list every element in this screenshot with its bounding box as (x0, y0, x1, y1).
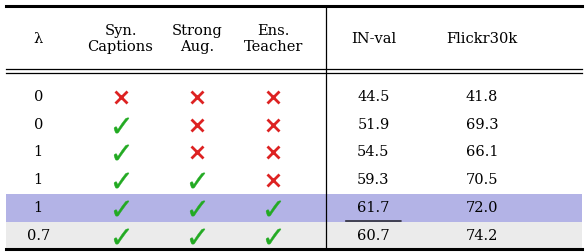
Text: 72.0: 72.0 (466, 201, 499, 215)
Text: 70.5: 70.5 (466, 173, 499, 187)
Text: λ: λ (34, 32, 43, 46)
Text: 54.5: 54.5 (357, 145, 390, 160)
Text: 66.1: 66.1 (466, 145, 499, 160)
Text: IN-val: IN-val (351, 32, 396, 46)
Text: 1: 1 (34, 201, 43, 215)
Text: 1: 1 (34, 145, 43, 160)
Text: Ens.
Teacher: Ens. Teacher (244, 24, 303, 54)
Text: 69.3: 69.3 (466, 118, 499, 132)
Text: 44.5: 44.5 (357, 90, 390, 104)
FancyBboxPatch shape (6, 194, 582, 222)
Text: Strong
Aug.: Strong Aug. (172, 24, 222, 54)
Text: 0: 0 (34, 118, 43, 132)
Text: 1: 1 (34, 173, 43, 187)
Text: Syn.
Captions: Syn. Captions (88, 24, 153, 54)
Text: 51.9: 51.9 (358, 118, 389, 132)
Text: 59.3: 59.3 (357, 173, 390, 187)
Text: 41.8: 41.8 (466, 90, 499, 104)
Text: 61.7: 61.7 (357, 201, 390, 215)
FancyBboxPatch shape (6, 222, 582, 249)
Text: 0.7: 0.7 (26, 229, 50, 243)
Text: 74.2: 74.2 (466, 229, 499, 243)
Text: 0: 0 (34, 90, 43, 104)
Text: Flickr30k: Flickr30k (446, 32, 518, 46)
Text: 60.7: 60.7 (357, 229, 390, 243)
